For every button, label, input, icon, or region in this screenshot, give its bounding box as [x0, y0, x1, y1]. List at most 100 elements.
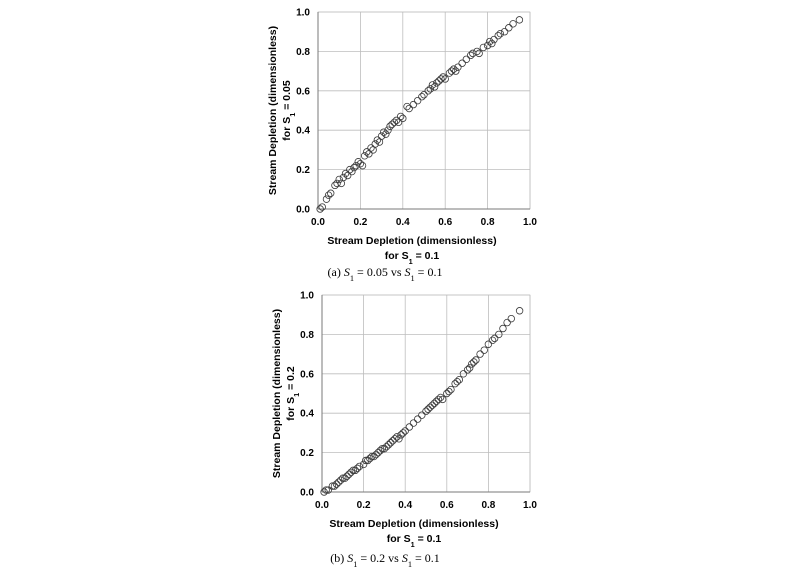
- scatter-point: [413, 415, 422, 423]
- label-part: 1: [292, 393, 301, 397]
- scatter-point: [453, 377, 461, 386]
- scatter-point: [462, 55, 471, 63]
- scatter-point: [320, 488, 328, 496]
- scatter-point: [399, 429, 407, 437]
- scatter-point: [452, 67, 460, 75]
- label-part: = 0.1: [412, 551, 440, 565]
- scatter-point: [384, 126, 392, 134]
- x-tick-label: 0.0: [311, 217, 325, 228]
- scatter-point: [360, 152, 369, 160]
- scatter-point: [447, 67, 456, 75]
- label-part: S: [404, 265, 410, 279]
- scatter-point: [399, 114, 407, 123]
- y-tick-label: 1.0: [296, 8, 310, 19]
- scatter-point: [405, 423, 414, 431]
- scatter-point: [449, 65, 458, 73]
- scatter-point: [361, 456, 370, 465]
- x-tick-label: 0.2: [357, 500, 371, 511]
- scatter-point: [473, 47, 481, 56]
- scatter-point: [480, 346, 488, 354]
- scatter-point: [330, 482, 339, 490]
- scatter-point: [395, 435, 403, 443]
- scatter-point: [428, 401, 436, 410]
- scatter-point: [341, 169, 350, 178]
- label-part: 1: [288, 113, 297, 117]
- label-part: for S: [281, 117, 293, 141]
- y-tick-label: 0.8: [300, 330, 314, 341]
- y-tick-label: 0.6: [296, 86, 310, 97]
- scatter-point: [424, 87, 432, 95]
- scatter-point: [426, 85, 435, 93]
- x-tick-label: 0.8: [481, 217, 495, 228]
- scatter-point: [386, 122, 394, 130]
- scatter-point: [370, 452, 378, 461]
- scatter-point: [389, 437, 397, 445]
- y-axis-title: Stream Depletion (dimensionless): [271, 309, 283, 478]
- scatter-point: [409, 100, 418, 109]
- scatter-point: [332, 480, 341, 488]
- scatter-point: [445, 69, 454, 77]
- scatter-point: [433, 79, 441, 87]
- scatter-point: [490, 35, 498, 44]
- scatter-point: [422, 407, 430, 415]
- scatter-point: [331, 181, 339, 190]
- y-tick-label: 0.2: [296, 165, 310, 176]
- scatter-point: [316, 205, 324, 213]
- label-part: = 0.1: [415, 533, 442, 545]
- label-part: S: [344, 265, 350, 279]
- scatter-point: [432, 397, 441, 406]
- scatter-point: [499, 324, 507, 333]
- scatter-point: [428, 81, 437, 89]
- x-axis-title: Stream Depletion (dimensionless): [327, 235, 496, 247]
- scatter-point: [430, 83, 439, 91]
- scatter-point: [451, 379, 459, 388]
- scatter-point: [391, 435, 399, 443]
- scatter-point: [420, 91, 428, 99]
- scatter-panel-b: 0.0 0.2 0.4 0.6 0.8 1.0 0.0 0.2 0.4 0.6 0.8 1.0 Stre…: [271, 291, 537, 569]
- label-part: for S: [285, 397, 297, 421]
- scatter-point: [335, 175, 343, 184]
- panel-caption: (b) S1 = 0.2 vs S1 = 0.1: [330, 551, 440, 569]
- scatter-point: [401, 427, 409, 435]
- scatter-point: [505, 24, 513, 32]
- scatter-point: [390, 118, 399, 127]
- scatter-point: [515, 307, 524, 315]
- scatter-point: [348, 167, 356, 176]
- x-axis-title-line2: for S1 = 0.1: [387, 533, 442, 549]
- scatter-point: [367, 144, 375, 152]
- scatter-point: [475, 49, 483, 58]
- label-part: 1: [411, 540, 415, 549]
- scatter-point: [334, 478, 343, 486]
- scatter-point: [472, 356, 480, 364]
- scatter-point: [443, 389, 451, 398]
- scatter-point: [483, 41, 492, 50]
- y-tick-label: 0.8: [296, 47, 310, 58]
- label-part: = 0.05 vs: [354, 265, 404, 279]
- scatter-point: [339, 173, 348, 182]
- scatter-point: [382, 130, 390, 138]
- y-axis-title: Stream Depletion (dimensionless): [267, 26, 279, 195]
- label-part: 1: [408, 560, 412, 569]
- scatter-point: [352, 161, 360, 170]
- scatter-point: [500, 28, 509, 36]
- scatter-point: [484, 340, 493, 348]
- label-part: for S: [387, 533, 411, 545]
- scatter-point: [479, 43, 488, 52]
- scatter-point: [377, 132, 386, 140]
- scatter-point: [397, 431, 405, 439]
- label-part: = 0.1: [415, 265, 443, 279]
- scatter-point: [454, 63, 462, 71]
- scatter-point: [343, 472, 351, 480]
- scatter-point: [445, 387, 453, 396]
- scatter-point: [341, 474, 349, 482]
- scatter-point: [458, 59, 466, 67]
- y-tick-label: 1.0: [300, 291, 314, 302]
- panel-caption: (a) S1 = 0.05 vs S1 = 0.1: [328, 265, 443, 283]
- scatter-point: [459, 370, 468, 378]
- scatter-point: [349, 466, 357, 475]
- scatter-point: [409, 419, 418, 427]
- scatter-point: [324, 191, 333, 199]
- scatter-point: [350, 163, 358, 172]
- scatter-point: [359, 460, 368, 469]
